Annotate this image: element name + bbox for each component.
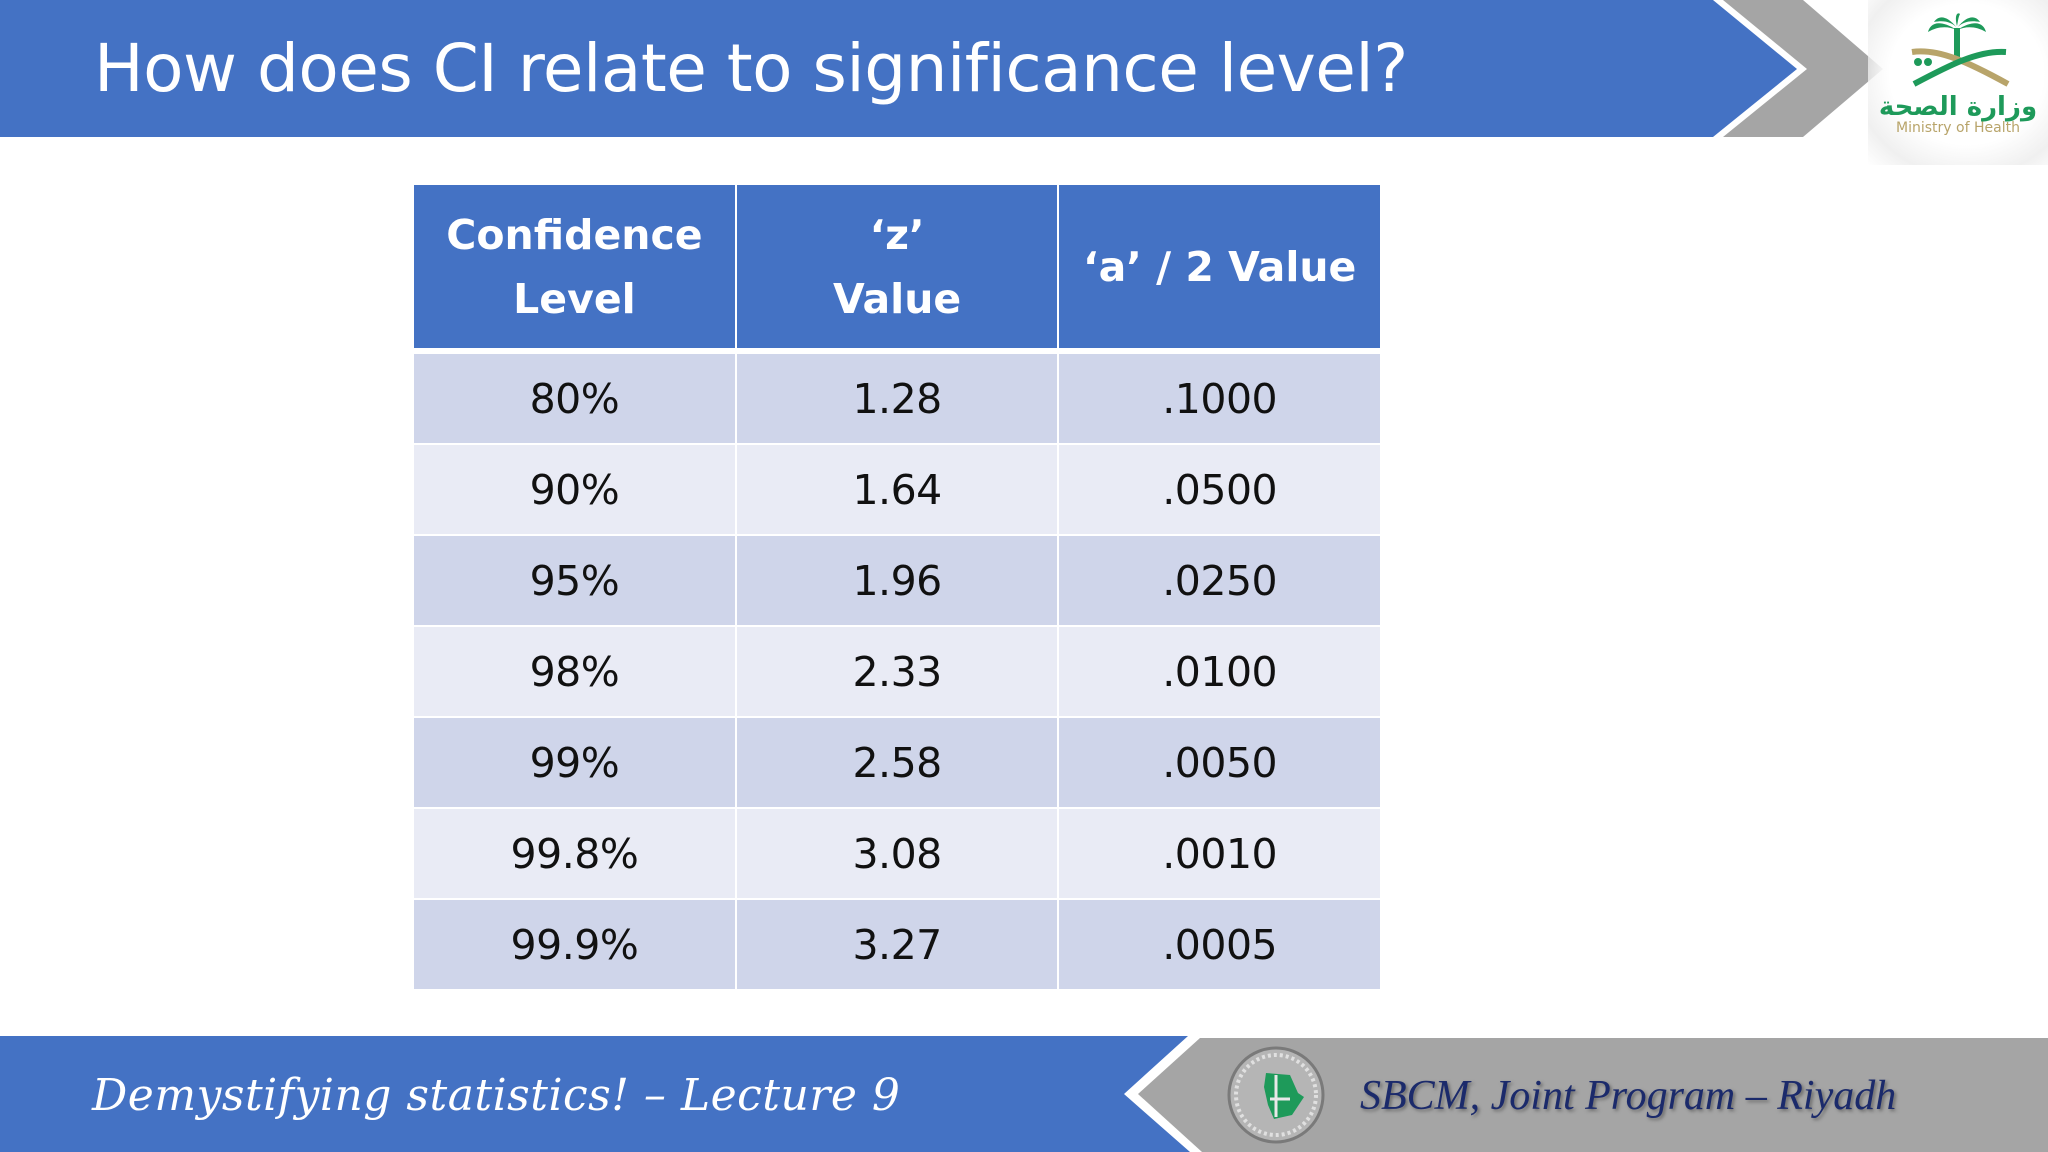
z-value-cell: 1.28 bbox=[736, 354, 1060, 445]
sbcm-emblem-icon bbox=[1226, 1045, 1326, 1145]
table-row: 90% 1.64 .0500 bbox=[414, 445, 1380, 536]
confidence-cell: 80% bbox=[414, 354, 737, 445]
logo-arabic-text: وزارة الصحة bbox=[1879, 92, 2037, 122]
confidence-cell: 99% bbox=[414, 718, 737, 809]
column-header-z-value: ‘z’ Value bbox=[736, 185, 1060, 354]
z-value-cell: 1.64 bbox=[736, 445, 1060, 536]
table-row: 99.8% 3.08 .0010 bbox=[414, 809, 1380, 900]
header-bar bbox=[0, 0, 1883, 137]
z-value-cell: 3.27 bbox=[736, 900, 1060, 989]
alpha-half-cell: .0100 bbox=[1059, 627, 1380, 718]
z-value-cell: 3.08 bbox=[736, 809, 1060, 900]
program-name: SBCM, Joint Program – Riyadh bbox=[1360, 1073, 1897, 1119]
z-value-cell: 2.33 bbox=[736, 627, 1060, 718]
alpha-half-cell: .1000 bbox=[1059, 354, 1380, 445]
confidence-cell: 95% bbox=[414, 536, 737, 627]
confidence-cell: 90% bbox=[414, 445, 737, 536]
ministry-of-health-logo: وزارة الصحة Ministry of Health bbox=[1868, 0, 2048, 165]
slide-title: How does CI relate to significance level… bbox=[94, 30, 1408, 107]
table-row: 99% 2.58 .0050 bbox=[414, 718, 1380, 809]
header-blue-chevron bbox=[0, 0, 1797, 137]
column-header-confidence-level: Confidence Level bbox=[414, 185, 737, 354]
column-header-alpha-half-value: ‘a’ / 2 Value bbox=[1059, 185, 1380, 354]
alpha-half-cell: .0010 bbox=[1059, 809, 1380, 900]
alpha-half-cell: .0050 bbox=[1059, 718, 1380, 809]
alpha-half-cell: .0500 bbox=[1059, 445, 1380, 536]
header-gray-chevron bbox=[1723, 0, 1883, 137]
table-row: 95% 1.96 .0250 bbox=[414, 536, 1380, 627]
lecture-title: Demystifying statistics! – Lecture 9 bbox=[92, 1070, 901, 1121]
table-row: 80% 1.28 .1000 bbox=[414, 354, 1380, 445]
crossed-swords-icon bbox=[1911, 48, 2010, 87]
confidence-cell: 98% bbox=[414, 627, 737, 718]
table-header-row: Confidence Level ‘z’ Value ‘a’ / 2 Value bbox=[414, 185, 1380, 354]
logo-english-text: Ministry of Health bbox=[1896, 120, 2020, 136]
confidence-level-table: Confidence Level ‘z’ Value ‘a’ / 2 Value… bbox=[414, 185, 1380, 989]
footer-gray-band bbox=[1138, 1038, 2048, 1152]
footer-blue-band bbox=[0, 1036, 1190, 1152]
confidence-cell: 99.9% bbox=[414, 900, 737, 989]
table-row: 98% 2.33 .0100 bbox=[414, 627, 1380, 718]
alpha-half-cell: .0250 bbox=[1059, 536, 1380, 627]
confidence-cell: 99.8% bbox=[414, 809, 737, 900]
z-value-cell: 1.96 bbox=[736, 536, 1060, 627]
table-row: 99.9% 3.27 .0005 bbox=[414, 900, 1380, 989]
alpha-half-cell: .0005 bbox=[1059, 900, 1380, 989]
z-value-cell: 2.58 bbox=[736, 718, 1060, 809]
palm-tree-icon bbox=[1928, 13, 1986, 64]
footer-bar bbox=[0, 1036, 2048, 1152]
